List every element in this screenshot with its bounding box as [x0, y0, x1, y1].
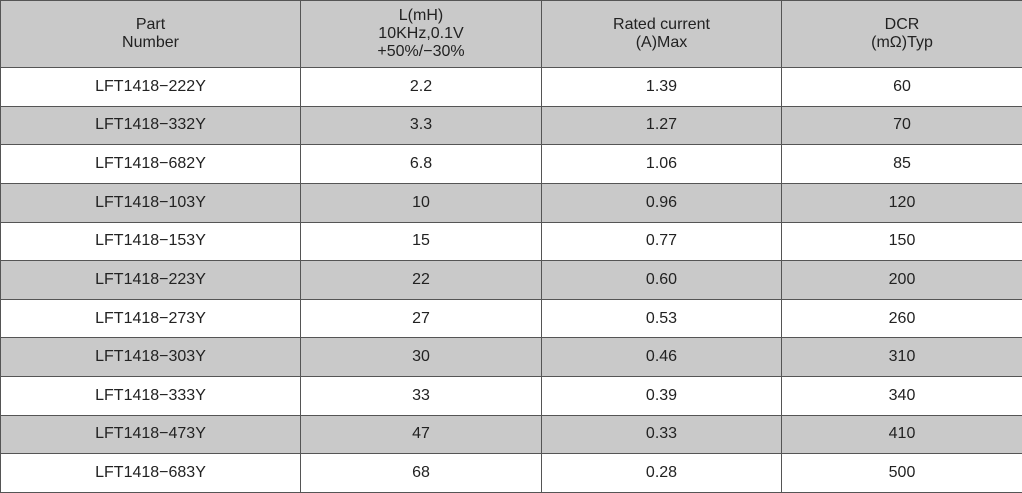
header-line: Part	[135, 16, 166, 33]
table-cell: 0.60	[541, 260, 782, 300]
header-cell: DCR (mΩ)Typ	[781, 0, 1022, 68]
table-row: LFT1418−273Y 27 0.53 260	[0, 298, 1022, 339]
table-cell: 15	[300, 221, 542, 262]
table-body: LFT1418−222Y 2.2 1.39 60 LFT1418−332Y 3.3 1.27…	[0, 67, 1022, 493]
header-cell: Part Number	[0, 0, 301, 68]
table-cell: 1.39	[541, 67, 782, 107]
table-cell: 500	[781, 453, 1022, 493]
table-row: LFT1418−333Y 33 0.39 340	[0, 376, 1022, 416]
header-line: DCR	[884, 16, 920, 33]
table-cell: 0.39	[541, 376, 782, 416]
table-cell: 340	[781, 376, 1022, 416]
table-cell: 70	[781, 105, 1022, 146]
header-line: Number	[122, 34, 179, 51]
table-row: LFT1418−222Y 2.2 1.39 60	[0, 67, 1022, 107]
table-cell: 0.46	[541, 337, 782, 377]
table-cell: LFT1418−683Y	[0, 453, 301, 493]
table-cell: LFT1418−473Y	[0, 414, 301, 455]
table-cell: 68	[300, 453, 542, 493]
table-cell: 30	[300, 337, 542, 377]
table-cell: LFT1418−682Y	[0, 144, 301, 184]
table-cell: 260	[781, 298, 1022, 339]
table-cell: 27	[300, 298, 542, 339]
table-cell: LFT1418−222Y	[0, 67, 301, 107]
table-cell: 150	[781, 221, 1022, 262]
header-line: Rated current	[613, 16, 710, 33]
table-cell: LFT1418−153Y	[0, 221, 301, 262]
header-cell: L(mH) 10KHz,0.1V +50%/−30%	[300, 0, 542, 68]
table-row: LFT1418−683Y 68 0.28 500	[0, 453, 1022, 493]
table-cell: LFT1418−333Y	[0, 376, 301, 416]
table-row: LFT1418−153Y 15 0.77 150	[0, 221, 1022, 262]
table-cell: 6.8	[300, 144, 542, 184]
table-row: LFT1418−303Y 30 0.46 310	[0, 337, 1022, 377]
table-cell: 3.3	[300, 105, 542, 146]
header-line: (A)Max	[635, 34, 688, 51]
table-row: LFT1418−223Y 22 0.60 200	[0, 260, 1022, 300]
table-cell: 60	[781, 67, 1022, 107]
table-cell: 2.2	[300, 67, 542, 107]
table-cell: LFT1418−332Y	[0, 105, 301, 146]
table-cell: 200	[781, 260, 1022, 300]
table-row: LFT1418−332Y 3.3 1.27 70	[0, 105, 1022, 146]
header-line: L(mH)	[398, 7, 444, 24]
table-row: LFT1418−473Y 47 0.33 410	[0, 414, 1022, 455]
table-row: LFT1418−103Y 10 0.96 120	[0, 182, 1022, 223]
table-row: LFT1418−682Y 6.8 1.06 85	[0, 144, 1022, 184]
table-cell: 120	[781, 182, 1022, 223]
table-cell: LFT1418−273Y	[0, 298, 301, 339]
table-cell: 1.06	[541, 144, 782, 184]
table-cell: 1.27	[541, 105, 782, 146]
table-cell: 47	[300, 414, 542, 455]
header-row: Part Number L(mH) 10KHz,0.1V +50%/−30% Rated …	[0, 0, 1022, 68]
table-cell: 22	[300, 260, 542, 300]
table-cell: 0.33	[541, 414, 782, 455]
table-cell: 0.28	[541, 453, 782, 493]
table-cell: 410	[781, 414, 1022, 455]
header-line: (mΩ)Typ	[871, 34, 933, 51]
header-cell: Rated current (A)Max	[541, 0, 782, 68]
table-cell: LFT1418−103Y	[0, 182, 301, 223]
header-line: 10KHz,0.1V	[378, 25, 464, 42]
table-cell: LFT1418−223Y	[0, 260, 301, 300]
table-cell: 10	[300, 182, 542, 223]
table-cell: 33	[300, 376, 542, 416]
table-cell: 85	[781, 144, 1022, 184]
table-cell: LFT1418−303Y	[0, 337, 301, 377]
table-cell: 310	[781, 337, 1022, 377]
table-cell: 0.53	[541, 298, 782, 339]
table-cell: 0.77	[541, 221, 782, 262]
header-line: +50%/−30%	[377, 43, 465, 60]
table-cell: 0.96	[541, 182, 782, 223]
